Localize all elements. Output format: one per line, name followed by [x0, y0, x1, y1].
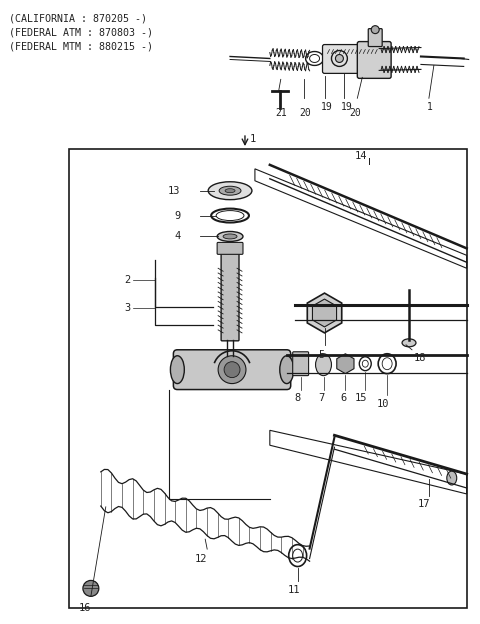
Polygon shape: [307, 293, 342, 333]
FancyBboxPatch shape: [357, 42, 391, 79]
Circle shape: [218, 356, 246, 384]
FancyBboxPatch shape: [368, 29, 382, 47]
Text: 13: 13: [168, 186, 180, 196]
Ellipse shape: [217, 232, 243, 241]
Polygon shape: [312, 299, 336, 327]
Ellipse shape: [447, 471, 457, 485]
Circle shape: [336, 54, 343, 62]
Text: 10: 10: [377, 399, 389, 409]
Text: (CALIFORNIA : 870205 -): (CALIFORNIA : 870205 -): [9, 14, 147, 24]
Bar: [69, 149, 467, 608]
Text: 4: 4: [174, 232, 180, 241]
Circle shape: [371, 26, 379, 34]
Polygon shape: [337, 354, 354, 374]
Circle shape: [224, 362, 240, 378]
Text: 5: 5: [319, 349, 325, 360]
Text: 19: 19: [321, 102, 332, 112]
FancyBboxPatch shape: [221, 247, 239, 341]
Text: 9: 9: [174, 210, 180, 220]
Text: 1: 1: [250, 134, 256, 144]
Text: 19: 19: [340, 102, 352, 112]
Circle shape: [83, 580, 99, 597]
FancyBboxPatch shape: [293, 352, 309, 376]
Text: 20: 20: [300, 108, 312, 118]
Text: 15: 15: [355, 394, 368, 404]
Ellipse shape: [223, 234, 237, 239]
Text: 14: 14: [354, 151, 367, 161]
Ellipse shape: [170, 356, 184, 384]
FancyBboxPatch shape: [323, 44, 381, 74]
Text: 17: 17: [418, 499, 430, 509]
Text: 18: 18: [414, 353, 427, 363]
Text: (FEDERAL ATM : 870803 -): (FEDERAL ATM : 870803 -): [9, 27, 153, 37]
Text: 1: 1: [427, 102, 433, 112]
Ellipse shape: [219, 186, 241, 195]
Text: 8: 8: [295, 394, 301, 404]
Ellipse shape: [315, 354, 332, 376]
Text: 12: 12: [195, 554, 207, 564]
Text: 6: 6: [340, 394, 347, 404]
Text: 7: 7: [318, 394, 324, 404]
Text: 21: 21: [276, 108, 288, 118]
Text: 3: 3: [124, 303, 131, 313]
Text: (FEDERAL MTM : 880215 -): (FEDERAL MTM : 880215 -): [9, 42, 153, 52]
Ellipse shape: [208, 182, 252, 200]
FancyBboxPatch shape: [217, 242, 243, 255]
Text: 16: 16: [79, 603, 91, 613]
Ellipse shape: [402, 339, 416, 347]
Text: 2: 2: [124, 275, 131, 285]
Text: 11: 11: [288, 585, 300, 595]
FancyBboxPatch shape: [173, 350, 291, 389]
Text: 20: 20: [349, 108, 361, 118]
Ellipse shape: [280, 356, 294, 384]
Ellipse shape: [225, 188, 235, 193]
